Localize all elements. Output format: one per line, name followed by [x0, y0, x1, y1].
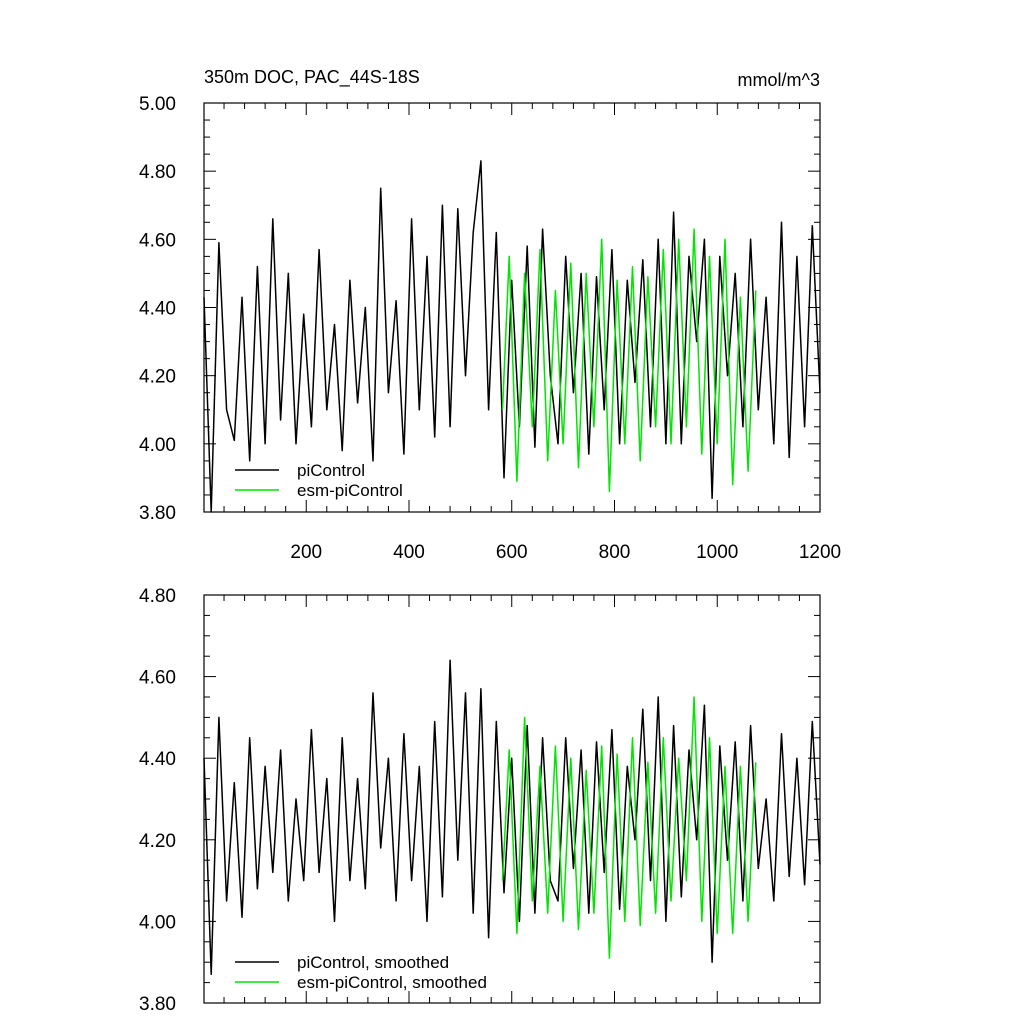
y-tick-label: 4.60 [139, 668, 176, 689]
y-tick-label: 5.00 [139, 94, 176, 115]
legend-label-picontrol: piControl [297, 461, 365, 480]
x-tick-label: 1200 [799, 542, 841, 563]
legend-label-picontrol-smoothed: piControl, smoothed [297, 953, 449, 972]
top-panel-legend: piControl esm-piControl [235, 461, 403, 500]
x-tick-label: 1000 [696, 542, 738, 563]
legend-label-esm-picontrol: esm-piControl [297, 481, 403, 500]
series-line-esm-picontrol [501, 228, 757, 493]
y-tick-label: 4.60 [139, 230, 176, 251]
y-tick-label: 3.80 [139, 503, 176, 524]
y-tick-label: 4.40 [139, 749, 176, 770]
y-tick-label: 4.40 [139, 299, 176, 320]
x-tick-label: 600 [496, 542, 528, 563]
top-panel-units: mmol/m^3 [738, 70, 820, 90]
x-tick-label: 400 [393, 542, 425, 563]
series-line-picontrol [203, 160, 821, 513]
y-tick-label: 4.20 [139, 831, 176, 852]
top-panel: 350m DOC, PAC_44S-18S mmol/m^3 3.80 4.00 4… [139, 67, 841, 563]
y-tick-label: 4.00 [139, 435, 176, 456]
y-tick-label: 3.80 [139, 994, 176, 1015]
series-line-esm-picontrol [501, 696, 757, 959]
y-tick-label: 4.80 [139, 162, 176, 183]
top-panel-frame [203, 102, 821, 513]
y-tick-label: 4.80 [139, 586, 176, 607]
top-panel-title: 350m DOC, PAC_44S-18S [204, 67, 420, 88]
bottom-panel-frame [203, 594, 821, 1004]
top-panel-ticks: 3.80 4.00 4.20 4.40 4.60 4.80 5.00 200 400 600 800… [139, 94, 841, 563]
bottom-panel-lines [203, 659, 821, 976]
bottom-panel: 3.80 4.00 4.20 4.40 4.60 4.80 piControl, smoo… [139, 586, 821, 1015]
y-tick-label: 4.00 [139, 912, 176, 933]
top-panel-lines [203, 160, 821, 513]
x-tick-label: 200 [290, 542, 322, 563]
bottom-panel-ticks: 3.80 4.00 4.20 4.40 4.60 4.80 [139, 586, 821, 1015]
series-line-picontrol [203, 659, 821, 976]
x-tick-label: 800 [599, 542, 631, 563]
legend-label-esm-picontrol-smoothed: esm-piControl, smoothed [297, 973, 487, 992]
y-tick-label: 4.20 [139, 367, 176, 388]
bottom-panel-legend: piControl, smoothed esm-piControl, smoot… [235, 953, 487, 992]
